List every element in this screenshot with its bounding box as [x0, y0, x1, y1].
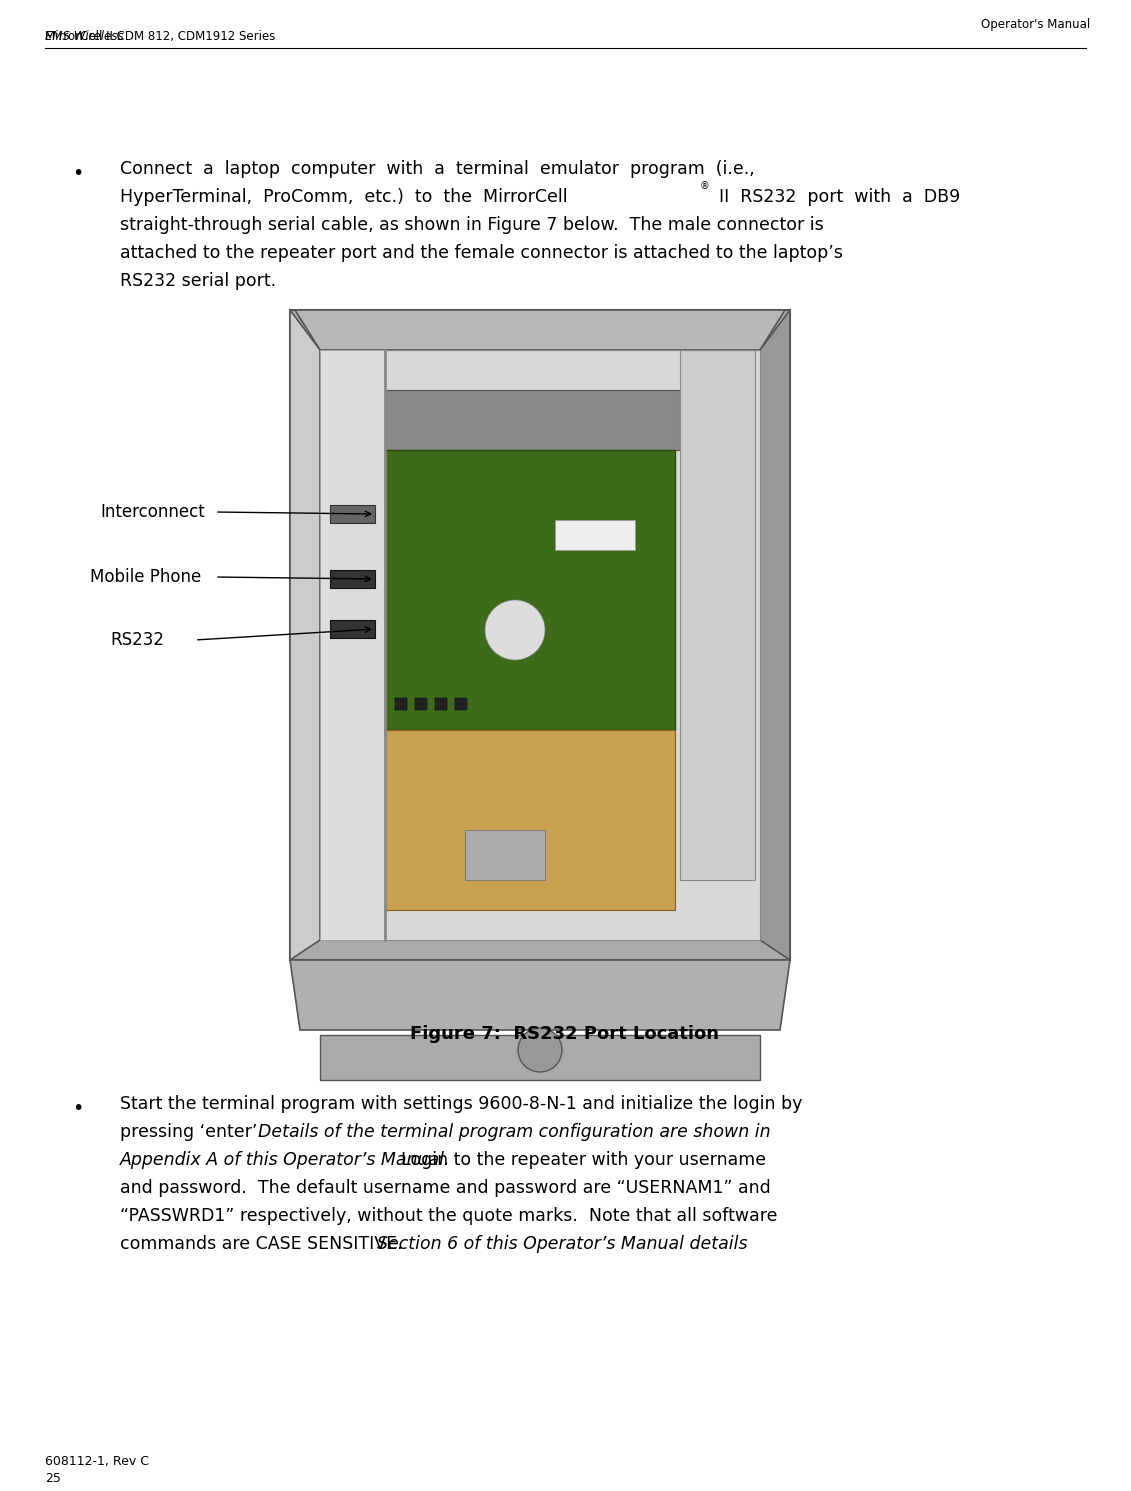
Polygon shape [760, 310, 789, 960]
Text: Connect  a  laptop  computer  with  a  terminal  emulator  program  (i.e.,: Connect a laptop computer with a termina… [120, 160, 754, 177]
FancyBboxPatch shape [680, 350, 756, 880]
FancyBboxPatch shape [435, 698, 447, 710]
FancyBboxPatch shape [395, 698, 407, 710]
FancyBboxPatch shape [290, 310, 789, 960]
Polygon shape [290, 310, 320, 960]
FancyBboxPatch shape [385, 391, 680, 450]
Text: Mobile Phone: Mobile Phone [90, 568, 201, 586]
Text: Login to the repeater with your username: Login to the repeater with your username [390, 1151, 766, 1169]
Text: Section 6 of this Operator’s Manual details: Section 6 of this Operator’s Manual deta… [377, 1235, 748, 1252]
Text: commands are CASE SENSITIVE.: commands are CASE SENSITIVE. [120, 1235, 414, 1252]
FancyBboxPatch shape [320, 350, 385, 939]
Text: •: • [72, 164, 84, 183]
Text: 608112-1, Rev C: 608112-1, Rev C [45, 1455, 149, 1469]
Text: Interconnect: Interconnect [100, 502, 205, 520]
Text: and password.  The default username and password are “USERNAM1” and: and password. The default username and p… [120, 1179, 770, 1197]
FancyBboxPatch shape [330, 570, 375, 587]
Text: Start the terminal program with settings 9600-8-N-1 and initialize the login by: Start the terminal program with settings… [120, 1094, 802, 1112]
Polygon shape [290, 960, 789, 1030]
Text: Operator's Manual: Operator's Manual [981, 18, 1090, 31]
Text: Details of the terminal program configuration are shown in: Details of the terminal program configur… [258, 1123, 770, 1141]
Text: MirrorCell II CDM 812, CDM1912 Series: MirrorCell II CDM 812, CDM1912 Series [45, 30, 275, 43]
Text: ®: ® [700, 180, 710, 191]
FancyBboxPatch shape [455, 698, 467, 710]
Text: RS232 serial port.: RS232 serial port. [120, 271, 276, 291]
Text: RS232: RS232 [110, 631, 164, 649]
FancyBboxPatch shape [330, 620, 375, 638]
Circle shape [518, 1027, 562, 1072]
Text: HyperTerminal,  ProComm,  etc.)  to  the  MirrorCell: HyperTerminal, ProComm, etc.) to the Mir… [120, 188, 568, 206]
FancyBboxPatch shape [320, 350, 760, 939]
Text: II  RS232  port  with  a  DB9: II RS232 port with a DB9 [708, 188, 960, 206]
FancyBboxPatch shape [385, 450, 675, 731]
Circle shape [485, 599, 545, 661]
Text: EMS Wireless: EMS Wireless [45, 30, 123, 43]
Text: pressing ‘enter’.: pressing ‘enter’. [120, 1123, 274, 1141]
FancyBboxPatch shape [385, 731, 675, 910]
Text: “PASSWRD1” respectively, without the quote marks.  Note that all software: “PASSWRD1” respectively, without the quo… [120, 1208, 777, 1226]
Text: straight-through serial cable, as shown in Figure 7 below.  The male connector i: straight-through serial cable, as shown … [120, 216, 823, 234]
FancyBboxPatch shape [555, 520, 634, 550]
Text: Figure 7:  RS232 Port Location: Figure 7: RS232 Port Location [411, 1024, 719, 1044]
FancyBboxPatch shape [465, 830, 545, 880]
FancyBboxPatch shape [415, 698, 428, 710]
FancyBboxPatch shape [320, 1035, 760, 1079]
Polygon shape [295, 310, 785, 350]
Text: Appendix A of this Operator’s Manual.: Appendix A of this Operator’s Manual. [120, 1151, 450, 1169]
Text: •: • [72, 1099, 84, 1118]
Text: attached to the repeater port and the female connector is attached to the laptop: attached to the repeater port and the fe… [120, 245, 843, 262]
FancyBboxPatch shape [330, 505, 375, 523]
Text: 25: 25 [45, 1472, 61, 1485]
